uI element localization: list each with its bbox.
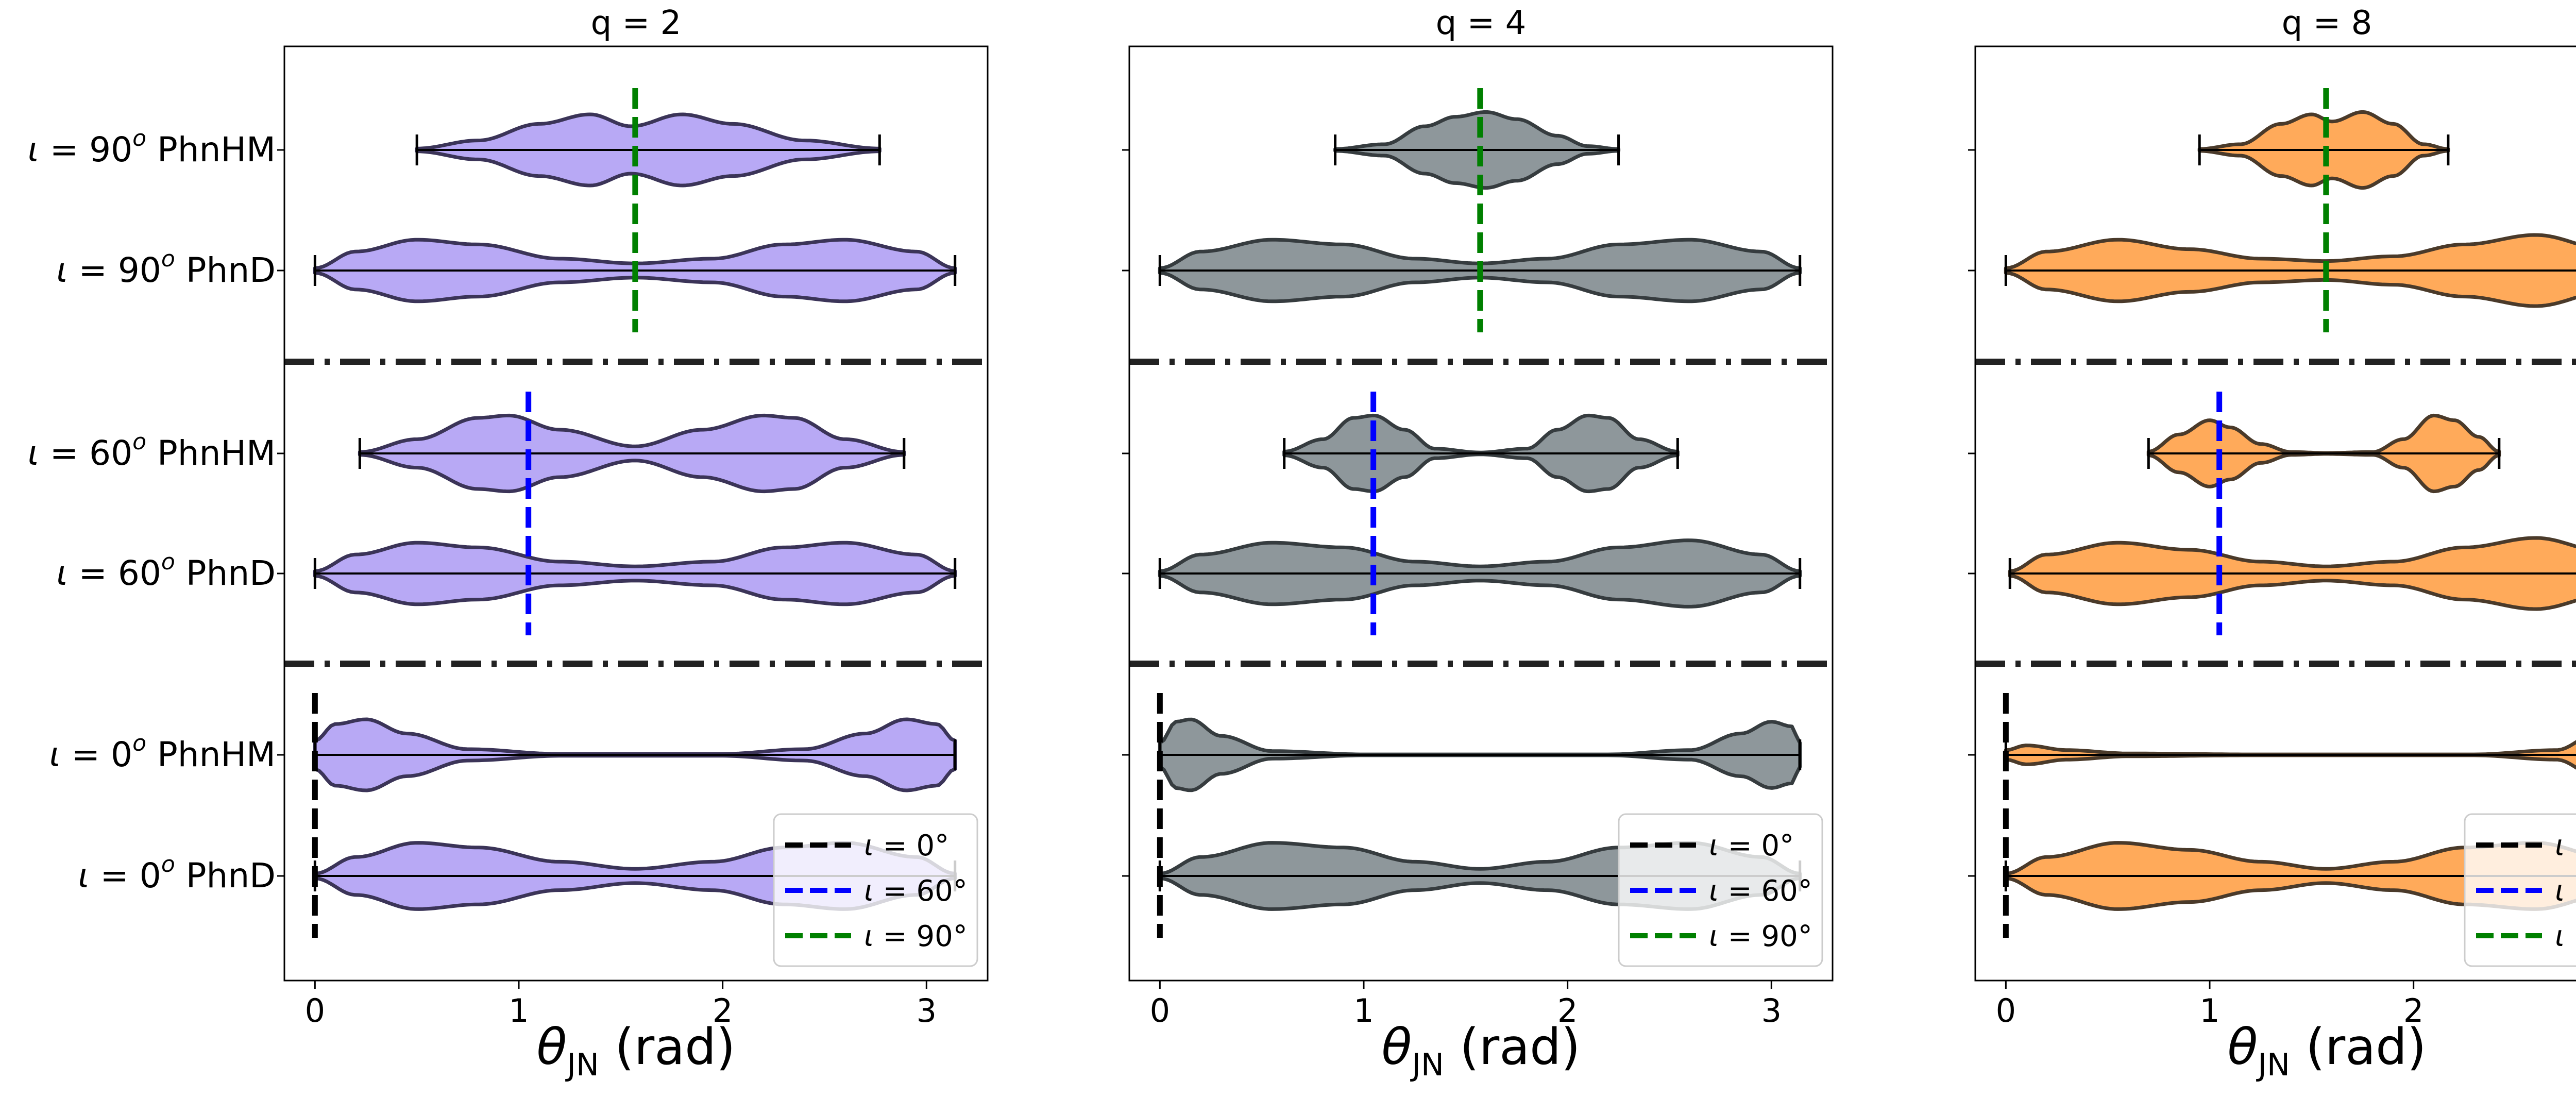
legend-box — [1618, 813, 1823, 967]
row-label-eq: = 0 — [61, 735, 132, 774]
legend-value: = 0° — [2565, 829, 2576, 863]
legend-greek: ι — [2555, 920, 2565, 953]
row-label: ι = 90o PhnHM — [27, 125, 276, 170]
x-tick-label: 0 — [305, 992, 325, 1030]
legend: ι = 0°ι = 60°ι = 90° — [2464, 813, 2576, 967]
legend-entry-label: ι = 0° — [1709, 829, 1794, 863]
legend-greek: ι — [1709, 829, 1719, 863]
legend-entry-label: ι = 60° — [2555, 874, 2576, 908]
panel-frame — [1128, 45, 1834, 982]
panel-title: q = 4 — [1436, 4, 1527, 42]
legend-value: = 90° — [874, 920, 968, 953]
legend-value: = 60° — [1719, 874, 1812, 908]
row-label-greek: ι — [78, 856, 89, 896]
row-label-name: PhnHM — [146, 735, 276, 774]
row-label-sup: o — [132, 429, 146, 455]
legend-greek: ι — [2555, 829, 2565, 863]
legend-entry-label: ι = 0° — [864, 829, 949, 863]
legend-box — [773, 813, 978, 967]
x-axis-unit: (rad) — [2290, 1018, 2427, 1076]
legend-greek: ι — [864, 874, 874, 908]
x-tick-label: 1 — [2199, 992, 2219, 1030]
legend-greek: ι — [1709, 920, 1719, 953]
row-label-sup: o — [161, 851, 175, 877]
x-axis-subscript: JN — [565, 1047, 599, 1083]
panel-title: q = 2 — [591, 4, 682, 42]
x-axis-symbol: θ — [537, 1018, 567, 1076]
x-axis-label: θJN (rad) — [1382, 1018, 1581, 1083]
x-tick-label: 1 — [509, 992, 529, 1030]
x-tick-label: 0 — [1996, 992, 2016, 1030]
x-axis-subscript: JN — [1410, 1047, 1444, 1083]
x-tick-label: 3 — [917, 992, 937, 1030]
x-axis-symbol: θ — [2228, 1018, 2258, 1076]
legend-value: = 0° — [1719, 829, 1794, 863]
row-label-sup: o — [132, 730, 146, 756]
legend-entry-label: ι = 60° — [864, 874, 968, 908]
row-label-name: PhnD — [175, 553, 276, 593]
x-tick-label: 2 — [2403, 992, 2424, 1030]
row-label-eq: = 90 — [39, 130, 132, 170]
legend: ι = 0°ι = 60°ι = 90° — [773, 813, 978, 967]
row-label: ι = 60o PhnHM — [27, 429, 276, 473]
legend-greek: ι — [864, 920, 874, 953]
row-label-greek: ι — [27, 433, 39, 473]
x-axis-unit: (rad) — [599, 1018, 736, 1076]
legend-entry-label: ι = 90° — [864, 920, 968, 953]
row-label-greek: ι — [27, 130, 39, 170]
panel-title: q = 8 — [2282, 4, 2372, 42]
row-label: ι = 0o PhnHM — [49, 730, 276, 774]
x-axis-unit: (rad) — [1444, 1018, 1581, 1076]
row-label-sup: o — [132, 125, 146, 151]
legend: ι = 0°ι = 60°ι = 90° — [1618, 813, 1823, 967]
row-label-greek: ι — [56, 553, 67, 593]
legend-value: = 60° — [2565, 874, 2576, 908]
row-label-name: PhnHM — [146, 433, 276, 473]
row-label-sup: o — [161, 549, 175, 575]
panel-frame — [1974, 45, 2576, 982]
legend-entry-label: ι = 90° — [1709, 920, 1812, 953]
legend-value: = 60° — [874, 874, 968, 908]
x-tick-label: 2 — [1557, 992, 1578, 1030]
row-label: ι = 60o PhnD — [56, 549, 276, 593]
row-label-name: PhnHM — [146, 130, 276, 170]
panel-3: q = 80123θJN (rad)ι = 0°ι = 60°ι = 90° — [1968, 4, 2576, 1083]
row-label-sup: o — [161, 246, 175, 272]
row-label-eq: = 90 — [68, 250, 161, 290]
row-label: ι = 90o PhnD — [56, 246, 276, 290]
legend-entry-label: ι = 90° — [2555, 920, 2576, 953]
legend-entry-label: ι = 0° — [2555, 829, 2576, 863]
x-tick-label: 2 — [713, 992, 733, 1030]
x-tick-label: 0 — [1150, 992, 1170, 1030]
row-label: ι = 0o PhnD — [78, 851, 276, 896]
panel-frame — [283, 45, 989, 982]
legend-box — [2464, 813, 2576, 967]
row-label-name: PhnD — [175, 856, 276, 896]
legend-value: = 90° — [1719, 920, 1812, 953]
row-label-eq: = 60 — [68, 553, 161, 593]
legend-value: = 90° — [2565, 920, 2576, 953]
row-label-eq: = 0 — [90, 856, 161, 896]
legend-greek: ι — [2555, 874, 2565, 908]
x-tick-label: 1 — [1353, 992, 1374, 1030]
row-label-name: PhnD — [175, 250, 276, 290]
x-axis-symbol: θ — [1382, 1018, 1412, 1076]
row-label-greek: ι — [56, 250, 67, 290]
x-tick-label: 3 — [1761, 992, 1782, 1030]
legend-greek: ι — [1709, 874, 1719, 908]
row-label-eq: = 60 — [39, 433, 132, 473]
legend-greek: ι — [864, 829, 874, 863]
x-axis-label: θJN (rad) — [2228, 1018, 2427, 1083]
row-label-greek: ι — [49, 735, 60, 774]
x-axis-label: θJN (rad) — [537, 1018, 736, 1083]
x-axis-subscript: JN — [2256, 1047, 2290, 1083]
legend-value: = 0° — [874, 829, 949, 863]
legend-entry-label: ι = 60° — [1709, 874, 1812, 908]
